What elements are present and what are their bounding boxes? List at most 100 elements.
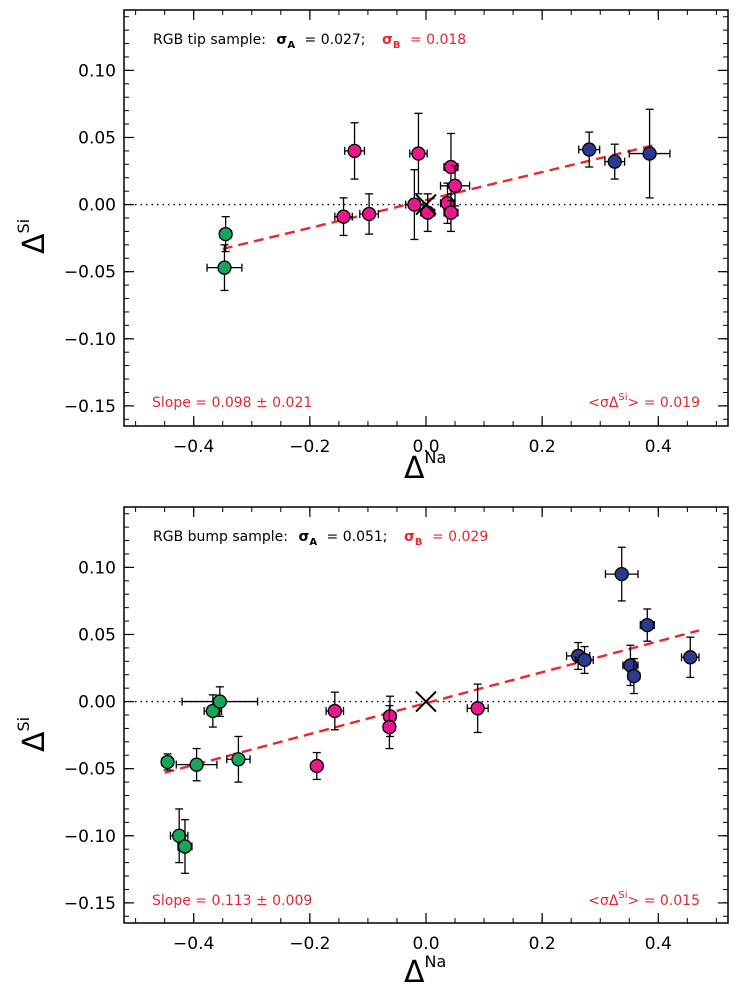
mean-sigma-annotation: <σΔSi> = 0.019 xyxy=(588,392,700,411)
axis-ticks: −0.4 −0.2 0.0 0.2 0.4 0.10 0.05 0.00 −0.05 −0.10 −… xyxy=(64,10,728,457)
sigma-a-value: = 0.051; xyxy=(327,529,388,545)
mean-sigma-annotation: <σΔSi> = 0.015 xyxy=(588,890,700,909)
x-axis-label: ΔNa xyxy=(404,448,446,486)
data-point-green xyxy=(177,839,193,854)
data-points xyxy=(160,546,700,874)
center-marker xyxy=(415,690,437,713)
fit-line-group xyxy=(222,143,659,251)
sample-annotation: RGB bump sample: σA = 0.051; σB = 0.029 xyxy=(153,529,488,549)
sigma-b-value: = 0.018 xyxy=(410,32,466,48)
data-point-green xyxy=(212,694,227,709)
x-tick-label: 0.2 xyxy=(529,437,556,457)
data-point-blue xyxy=(582,142,597,157)
panel-rgb-tip: −0.4 −0.2 0.0 0.2 0.4 0.10 0.05 0.00 −0.05 −0.10 −… xyxy=(14,9,729,486)
data-point-magenta xyxy=(336,209,351,224)
x-tick-label: −0.4 xyxy=(173,437,214,457)
center-marker-group xyxy=(415,690,437,713)
y-tick-label: 0.00 xyxy=(78,196,116,216)
data-point-green xyxy=(172,828,187,843)
data-point-blue xyxy=(683,650,698,665)
data-point-magenta xyxy=(382,719,397,735)
y-tick-label: −0.05 xyxy=(64,760,116,780)
data-point-blue xyxy=(642,146,657,161)
x-tick-label: −0.2 xyxy=(289,437,330,457)
data-point-green xyxy=(217,260,232,275)
data-point-magenta xyxy=(327,703,342,719)
y-axis-label-sup: Si xyxy=(14,717,33,732)
data-point-magenta xyxy=(470,701,485,716)
sigma-a-value: = 0.027; xyxy=(305,32,366,48)
data-point-magenta xyxy=(361,206,377,222)
x-tick-label: 0.0 xyxy=(412,934,439,954)
sigma-a-symbol: σ xyxy=(276,32,287,48)
y-tick-label: −0.15 xyxy=(64,397,116,417)
y-tick-label: 0.05 xyxy=(78,625,116,645)
sigma-a-sub: A xyxy=(309,537,317,548)
x-tick-label: 0.0 xyxy=(412,437,439,457)
data-point-magenta xyxy=(447,178,463,193)
x-axis-label-sup: Na xyxy=(425,952,447,971)
data-point-blue xyxy=(626,668,642,684)
sigma-a-symbol: σ xyxy=(298,529,309,545)
slope-annotation: Slope = 0.098 ± 0.021 xyxy=(152,395,312,411)
y-axis-label: ΔSi xyxy=(14,717,52,752)
mean-sigma-value: > = 0.019 xyxy=(628,395,700,411)
panel-rgb-bump: −0.4 −0.2 0.0 0.2 0.4 0.10 0.05 0.00 −0.05 −0.10 −… xyxy=(14,506,729,990)
mean-sigma-label: <σΔ xyxy=(588,395,619,411)
data-point-blue xyxy=(640,617,655,633)
fit-line xyxy=(222,143,659,251)
data-point-magenta xyxy=(443,159,459,175)
fit-line-group xyxy=(164,629,700,774)
y-tick-label: 0.05 xyxy=(78,128,116,148)
axis-ticks: −0.4 −0.2 0.0 0.2 0.4 0.10 0.05 0.00 −0.05 −0.10 −… xyxy=(64,507,728,954)
data-point-green xyxy=(189,757,204,772)
mean-sigma-value: > = 0.015 xyxy=(628,893,700,909)
x-axis-label-symbol: Δ xyxy=(404,451,425,486)
y-tick-label: −0.15 xyxy=(64,894,116,914)
x-axis-label-symbol: Δ xyxy=(404,955,425,990)
data-point-green xyxy=(218,226,233,242)
fit-line xyxy=(164,629,700,774)
slope-annotation: Slope = 0.113 ± 0.009 xyxy=(152,893,312,909)
data-point-magenta xyxy=(407,197,422,212)
x-tick-label: −0.4 xyxy=(173,934,214,954)
x-tick-label: 0.4 xyxy=(645,437,672,457)
sigma-b-sub: B xyxy=(415,537,423,548)
y-axis-label-symbol: Δ xyxy=(17,731,52,752)
data-point-green xyxy=(231,752,246,767)
mean-sigma-sup: Si xyxy=(618,890,627,901)
data-points xyxy=(206,108,671,292)
y-tick-label: −0.05 xyxy=(64,263,116,283)
data-point-green xyxy=(160,754,175,770)
x-tick-label: −0.2 xyxy=(289,934,330,954)
x-axis-label: ΔNa xyxy=(404,952,446,990)
x-tick-label: 0.2 xyxy=(529,934,556,954)
sigma-b-symbol: σ xyxy=(404,529,415,545)
y-tick-label: −0.10 xyxy=(64,330,116,350)
data-point-blue xyxy=(577,652,592,668)
sample-label: RGB tip sample: xyxy=(153,32,266,48)
sample-annotation: RGB tip sample: σA = 0.027; σB = 0.018 xyxy=(153,32,466,52)
center-marker xyxy=(415,193,437,216)
data-point-blue xyxy=(607,154,622,169)
x-tick-label: 0.4 xyxy=(645,934,672,954)
x-axis-label-sup: Na xyxy=(425,448,447,467)
sigma-a-sub: A xyxy=(287,40,295,51)
sigma-b-symbol: σ xyxy=(382,32,393,48)
y-tick-label: −0.10 xyxy=(64,827,116,847)
center-marker-group xyxy=(415,193,437,216)
data-point-magenta xyxy=(443,205,459,220)
y-tick-label: 0.10 xyxy=(78,558,116,578)
data-point-blue xyxy=(614,566,629,582)
y-tick-label: 0.00 xyxy=(78,693,116,713)
y-axis-label-sup: Si xyxy=(14,219,33,234)
y-axis-label-symbol: Δ xyxy=(17,233,52,254)
sigma-b-sub: B xyxy=(393,40,401,51)
sample-label: RGB bump sample: xyxy=(153,529,288,545)
data-point-magenta xyxy=(411,146,426,161)
mean-sigma-label: <σΔ xyxy=(588,893,619,909)
data-point-magenta xyxy=(347,143,362,159)
data-point-magenta xyxy=(309,758,324,774)
y-axis-label: ΔSi xyxy=(14,219,52,254)
